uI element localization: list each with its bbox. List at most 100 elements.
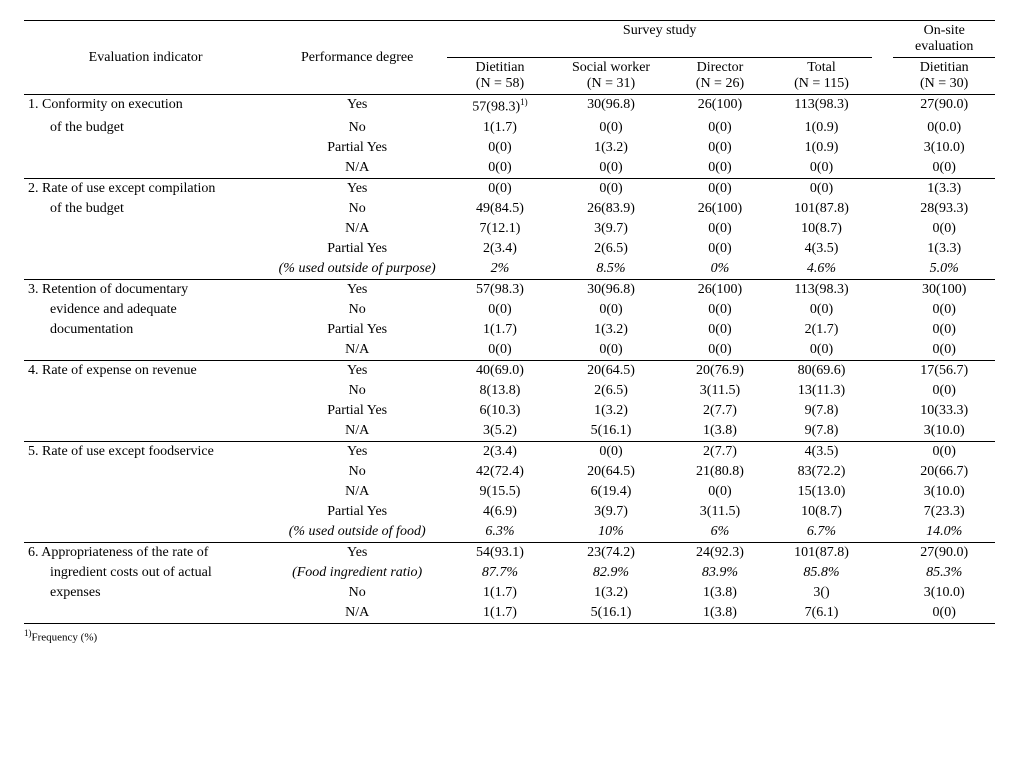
data-cell: 101(87.8) xyxy=(771,199,873,219)
data-cell: 21(80.8) xyxy=(669,462,771,482)
data-cell: 1(3.3) xyxy=(893,178,995,199)
degree-label: No xyxy=(267,199,447,219)
data-cell: 3(10.0) xyxy=(893,421,995,442)
data-cell: 28(93.3) xyxy=(893,199,995,219)
indicator-cell: ingredient costs out of actual xyxy=(24,563,267,583)
degree-label: N/A xyxy=(267,421,447,442)
data-cell: 9(15.5) xyxy=(447,482,553,502)
data-cell: 57(98.3) xyxy=(447,279,553,300)
data-cell: 0(0) xyxy=(771,300,873,320)
indicator-cell xyxy=(24,239,267,259)
degree-label: No xyxy=(267,118,447,138)
data-cell: 101(87.8) xyxy=(771,542,873,563)
data-cell: 2% xyxy=(447,259,553,280)
footnote-sup: 1) xyxy=(24,628,32,638)
degree-label: No xyxy=(267,381,447,401)
data-cell: 0(0) xyxy=(669,482,771,502)
degree-label: (% used outside of food) xyxy=(267,522,447,543)
degree-label: Yes xyxy=(267,279,447,300)
data-cell: 30(100) xyxy=(893,279,995,300)
data-cell: 0(0) xyxy=(893,219,995,239)
data-cell: 0(0) xyxy=(893,441,995,462)
data-cell: 113(98.3) xyxy=(771,279,873,300)
data-cell: 0(0) xyxy=(553,441,669,462)
data-cell: 8(13.8) xyxy=(447,381,553,401)
indicator-cell xyxy=(24,340,267,361)
data-cell: 17(56.7) xyxy=(893,360,995,381)
indicator-cell xyxy=(24,219,267,239)
data-cell: 3(5.2) xyxy=(447,421,553,442)
data-cell: 0(0) xyxy=(447,300,553,320)
table-body: 1. Conformity on executionYes57(98.3)1)3… xyxy=(24,95,995,624)
data-cell: 8.5% xyxy=(553,259,669,280)
data-cell: 9(7.8) xyxy=(771,401,873,421)
data-cell: 30(96.8) xyxy=(553,279,669,300)
data-cell: 57(98.3)1) xyxy=(447,95,553,118)
degree-label: Partial Yes xyxy=(267,502,447,522)
data-cell: 3(10.0) xyxy=(893,482,995,502)
data-cell: 42(72.4) xyxy=(447,462,553,482)
data-cell: 26(100) xyxy=(669,279,771,300)
indicator-cell xyxy=(24,138,267,158)
header-col-3: Director(N = 26) xyxy=(669,58,771,95)
data-cell: 3(10.0) xyxy=(893,138,995,158)
degree-label: (Food ingredient ratio) xyxy=(267,563,447,583)
data-cell: 1(3.2) xyxy=(553,320,669,340)
data-cell: 0(0) xyxy=(553,340,669,361)
indicator-cell xyxy=(24,502,267,522)
data-cell: 0(0) xyxy=(669,219,771,239)
data-cell: 0(0) xyxy=(893,340,995,361)
indicator-cell xyxy=(24,158,267,179)
indicator-cell: evidence and adequate xyxy=(24,300,267,320)
degree-label: Partial Yes xyxy=(267,138,447,158)
data-cell: 0(0) xyxy=(771,340,873,361)
data-cell: 6.7% xyxy=(771,522,873,543)
data-cell: 5.0% xyxy=(893,259,995,280)
data-cell: 26(83.9) xyxy=(553,199,669,219)
data-cell: 0(0) xyxy=(553,158,669,179)
header-survey-group: Survey study xyxy=(447,21,872,58)
indicator-cell xyxy=(24,381,267,401)
data-cell: 5(16.1) xyxy=(553,421,669,442)
data-cell: 49(84.5) xyxy=(447,199,553,219)
data-cell: 3(11.5) xyxy=(669,502,771,522)
data-cell: 2(6.5) xyxy=(553,239,669,259)
header-col-4: Total(N = 115) xyxy=(771,58,873,95)
data-cell: 0(0) xyxy=(447,178,553,199)
indicator-cell: 4. Rate of expense on revenue xyxy=(24,360,267,381)
data-cell: 3(9.7) xyxy=(553,502,669,522)
data-cell: 1(1.7) xyxy=(447,118,553,138)
indicator-cell: documentation xyxy=(24,320,267,340)
data-cell: 1(0.9) xyxy=(771,138,873,158)
data-cell: 2(3.4) xyxy=(447,239,553,259)
data-cell: 6(19.4) xyxy=(553,482,669,502)
data-cell: 6(10.3) xyxy=(447,401,553,421)
degree-label: N/A xyxy=(267,219,447,239)
footnote-text: Frequency (%) xyxy=(32,631,98,643)
header-col-1: Dietitian(N = 58) xyxy=(447,58,553,95)
data-cell: 1(1.7) xyxy=(447,603,553,624)
data-cell: 27(90.0) xyxy=(893,542,995,563)
indicator-cell xyxy=(24,462,267,482)
data-cell: 0(0) xyxy=(669,138,771,158)
data-cell: 83(72.2) xyxy=(771,462,873,482)
data-cell: 82.9% xyxy=(553,563,669,583)
data-cell: 10(8.7) xyxy=(771,502,873,522)
indicator-cell xyxy=(24,603,267,624)
degree-label: No xyxy=(267,300,447,320)
degree-label: N/A xyxy=(267,158,447,179)
data-cell: 0(0) xyxy=(893,603,995,624)
degree-label: N/A xyxy=(267,340,447,361)
data-cell: 6.3% xyxy=(447,522,553,543)
data-cell: 7(12.1) xyxy=(447,219,553,239)
data-cell: 0(0) xyxy=(553,300,669,320)
data-cell: 0(0) xyxy=(669,320,771,340)
data-cell: 1(1.7) xyxy=(447,320,553,340)
degree-label: No xyxy=(267,583,447,603)
degree-label: Partial Yes xyxy=(267,239,447,259)
indicator-cell xyxy=(24,401,267,421)
degree-label: No xyxy=(267,462,447,482)
data-cell: 1(3.8) xyxy=(669,603,771,624)
degree-label: Yes xyxy=(267,360,447,381)
header-onsite-group: On-site evaluation xyxy=(893,21,995,58)
